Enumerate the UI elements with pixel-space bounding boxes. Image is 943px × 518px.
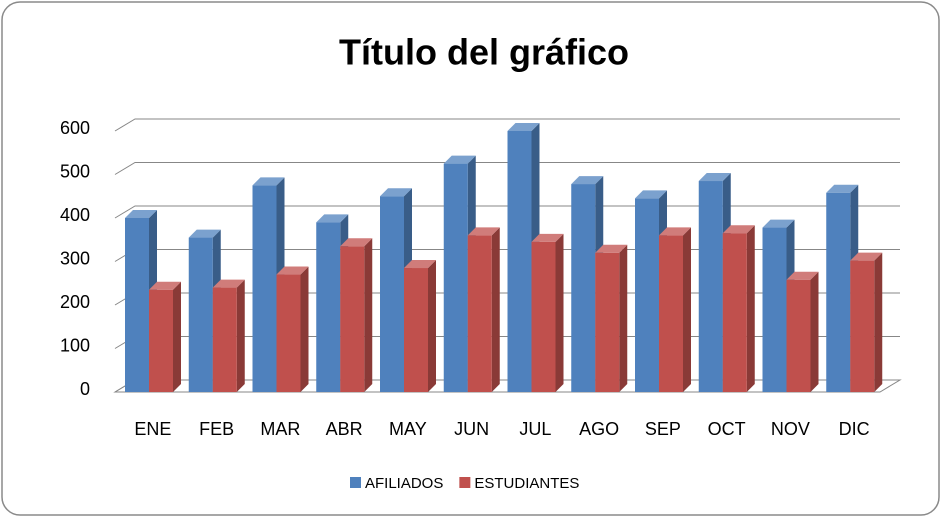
bar	[212, 287, 237, 392]
y-tick-label: 400	[60, 205, 90, 225]
bar-side	[746, 225, 755, 392]
bar-side	[810, 271, 819, 392]
bar	[276, 274, 301, 392]
bar-top	[340, 238, 373, 247]
bar-top	[125, 210, 157, 218]
chart-title: Título del gráfico	[339, 32, 629, 73]
bar-top	[762, 219, 795, 228]
y-tick-label: 100	[60, 335, 90, 355]
bar	[826, 192, 851, 392]
bar-side	[300, 266, 309, 392]
bar-top	[850, 252, 883, 261]
legend-label: AFILIADOS	[365, 475, 443, 492]
bar-side	[491, 227, 500, 392]
bar	[404, 268, 428, 392]
x-tick-label: JUN	[454, 419, 489, 439]
legend-label: ESTUDIANTES	[474, 475, 579, 492]
bar-side	[555, 233, 564, 392]
bar	[252, 185, 277, 392]
bar-top	[531, 233, 564, 242]
bar	[595, 252, 620, 392]
bar	[443, 163, 468, 392]
x-tick-label: JUL	[519, 419, 551, 439]
bar	[149, 289, 173, 392]
bar-top	[659, 227, 691, 236]
bar-top	[467, 227, 500, 236]
legend-swatch	[459, 477, 471, 488]
bar-top	[507, 123, 540, 131]
grid-line	[114, 118, 900, 132]
bar	[316, 222, 341, 392]
bar-top	[149, 281, 181, 290]
bar	[850, 260, 875, 392]
y-tick-label: 300	[60, 248, 90, 268]
bar	[635, 198, 659, 392]
bar-top	[252, 177, 285, 186]
bar-top	[571, 176, 604, 185]
bar-top	[188, 229, 221, 238]
bar	[380, 196, 404, 392]
y-tick-label: 500	[60, 161, 90, 181]
bar-side	[619, 244, 628, 392]
bar-top	[443, 155, 476, 164]
bar-top	[635, 190, 667, 199]
bar	[340, 246, 365, 392]
bar-top	[826, 184, 859, 193]
bar-top	[404, 260, 436, 269]
bar	[531, 241, 556, 392]
bar	[659, 235, 683, 392]
legend-swatch	[350, 477, 361, 488]
x-tick-label: ENE	[134, 419, 171, 439]
x-tick-label: AGO	[579, 419, 619, 439]
bar	[698, 181, 723, 392]
bar	[507, 131, 532, 392]
grid-line	[114, 162, 900, 175]
bar	[762, 227, 787, 392]
y-tick-label: 200	[60, 292, 90, 312]
x-tick-label: NOV	[771, 419, 810, 439]
bar-top	[698, 173, 731, 182]
y-tick-label: 600	[60, 118, 90, 138]
x-tick-label: MAY	[389, 419, 427, 439]
bar-top	[276, 266, 309, 275]
bar-side	[428, 260, 436, 392]
bar	[467, 235, 492, 392]
y-tick-label: 0	[80, 379, 90, 399]
bar-side	[874, 252, 883, 392]
bar-top	[316, 214, 349, 223]
x-tick-label: SEP	[645, 419, 681, 439]
bar	[722, 233, 747, 392]
x-tick-label: DIC	[839, 419, 870, 439]
x-tick-label: MAR	[260, 419, 300, 439]
bar-top	[212, 279, 245, 288]
bar-top	[595, 244, 628, 253]
bar-top	[786, 271, 819, 280]
x-tick-label: ABR	[326, 419, 363, 439]
bar	[786, 279, 811, 392]
bar-side	[173, 281, 181, 392]
bar	[188, 237, 213, 392]
x-tick-label: OCT	[708, 419, 746, 439]
bar-side	[364, 238, 373, 392]
bar	[571, 184, 596, 392]
bar-side	[683, 227, 691, 392]
bar-top	[722, 225, 755, 234]
bar-top	[380, 188, 412, 197]
x-tick-label: FEB	[199, 419, 234, 439]
bar	[125, 218, 149, 392]
bar-side	[236, 279, 245, 392]
